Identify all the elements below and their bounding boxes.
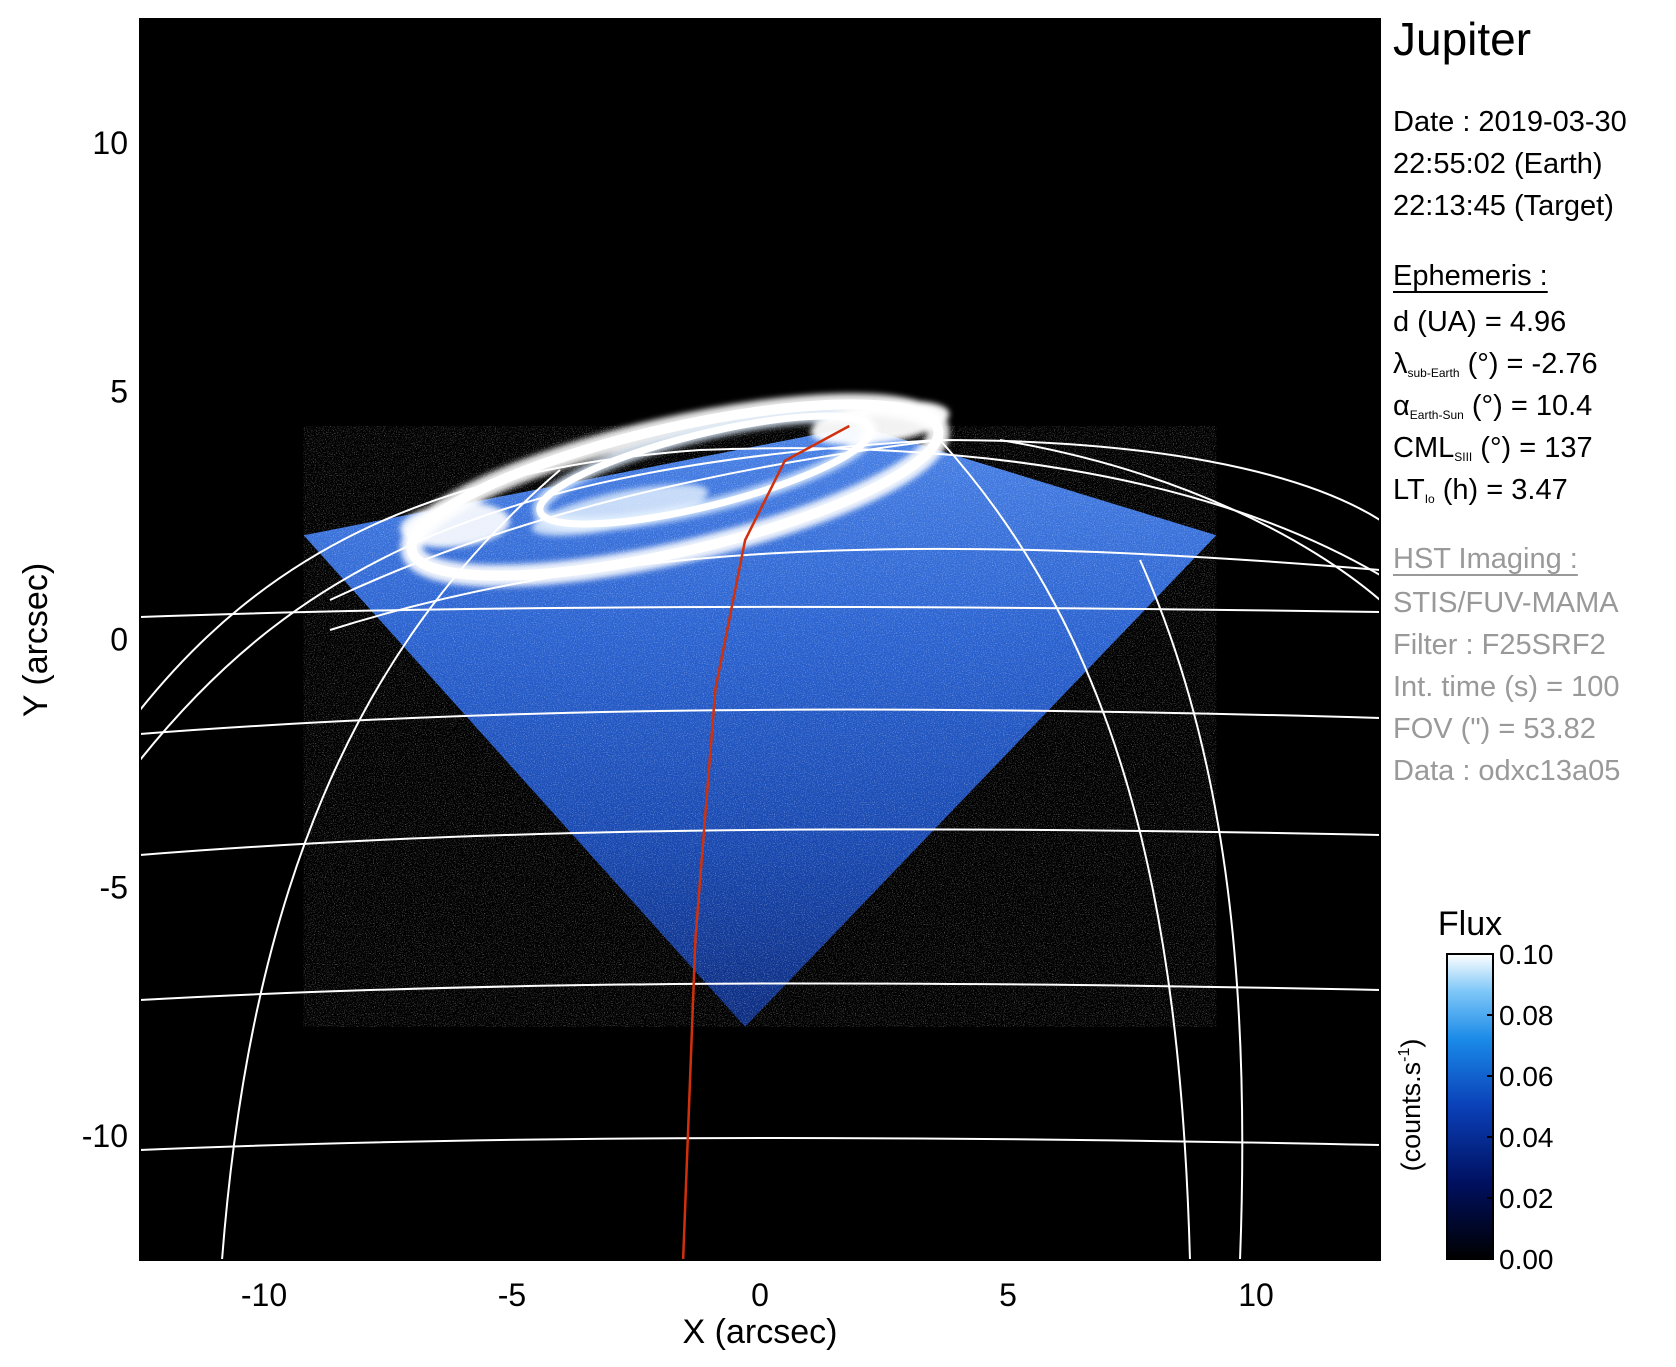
latitude-line <box>140 828 1380 856</box>
x-tick-label: 5 <box>999 1277 1017 1313</box>
colorbar-tick-label: 0.00 <box>1499 1244 1554 1275</box>
longitude-line <box>1139 559 1244 1260</box>
longitude-line <box>140 447 1380 711</box>
y-axis: 10 5 0 -5 -10 <box>82 125 152 1154</box>
observation-date: Date : 2019-03-30 <box>1393 106 1627 138</box>
target-time: 22:13:45 (Target) <box>1393 190 1614 222</box>
y-tick-label: 10 <box>92 125 128 161</box>
colorbar-gradient <box>1446 953 1494 1260</box>
colorbar-title: Flux <box>1438 905 1502 943</box>
x-tick-label: 0 <box>751 1277 769 1313</box>
target-name: Jupiter <box>1393 13 1532 65</box>
x-tick-label: -10 <box>241 1277 287 1313</box>
earth-time: 22:55:02 (Earth) <box>1393 148 1603 180</box>
ephemeris-sub-earth-latitude: λsub-Earth (°) = -2.76 <box>1393 348 1598 380</box>
latitude-line <box>140 708 1380 735</box>
ephemeris-cml: CMLSIII (°) = 137 <box>1393 432 1593 464</box>
latitude-line <box>140 1137 1380 1151</box>
planet-graticule <box>140 438 1380 1260</box>
colorbar-tick-label: 0.04 <box>1499 1122 1554 1153</box>
x-tick-label: -5 <box>498 1277 526 1313</box>
ephemeris-io-local-time: LTIo (h) = 3.47 <box>1393 474 1568 506</box>
ephemeris-phase-angle: αEarth-Sun (°) = 10.4 <box>1393 390 1593 422</box>
field-of-view: FOV (") = 53.82 <box>1393 713 1596 745</box>
latitude-line <box>140 605 1380 618</box>
x-tick-label: 10 <box>1238 1277 1274 1313</box>
colorbar: Flux 0.10 0.08 0.06 0.04 0.02 0.00 (counts.s-… <box>1396 905 1554 1275</box>
aurora-emission <box>400 393 950 587</box>
colorbar-tick-label: 0.02 <box>1499 1183 1554 1214</box>
longitude-line <box>329 439 941 601</box>
colorbar-label: (counts.s-1) <box>1396 1039 1426 1172</box>
colorbar-tick-label: 0.10 <box>1499 939 1554 970</box>
latitude-line <box>140 982 1380 1001</box>
latitude-line <box>329 547 1380 631</box>
longitude-line <box>221 469 561 1260</box>
longitude-line <box>999 439 1380 601</box>
y-axis-label: Y (arcsec) <box>17 563 55 717</box>
y-tick-label: 5 <box>110 373 128 409</box>
instrument: STIS/FUV-MAMA <box>1393 587 1619 619</box>
x-axis-label: X (arcsec) <box>683 1313 838 1351</box>
y-tick-label: -10 <box>82 1118 128 1154</box>
colorbar-tick-label: 0.08 <box>1499 1000 1554 1031</box>
ephemeris-header: Ephemeris : <box>1393 260 1548 292</box>
y-tick-label: -5 <box>100 870 128 906</box>
x-axis: -10 -5 0 5 10 <box>241 1248 1274 1313</box>
data-id: Data : odxc13a05 <box>1393 755 1621 787</box>
io-footprint-track <box>681 424 850 1260</box>
colorbar-ticks: 0.10 0.08 0.06 0.04 0.02 0.00 <box>1487 939 1554 1275</box>
filter: Filter : F25SRF2 <box>1393 629 1606 661</box>
integration-time: Int. time (s) = 100 <box>1393 671 1620 703</box>
ephemeris-distance: d (UA) = 4.96 <box>1393 306 1567 338</box>
colorbar-tick-label: 0.06 <box>1499 1061 1554 1092</box>
y-tick-label: 0 <box>110 622 128 658</box>
longitude-line <box>939 439 1191 1260</box>
hst-imaging-header: HST Imaging : <box>1393 543 1578 575</box>
